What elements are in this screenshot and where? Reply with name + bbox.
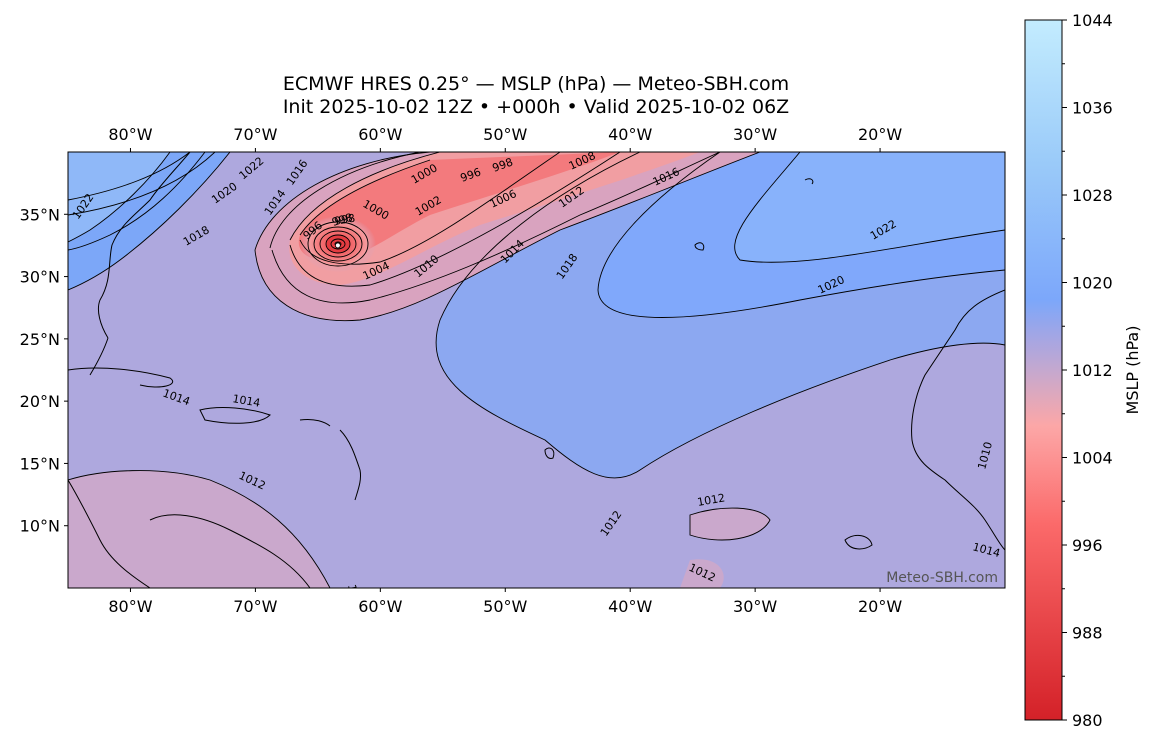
lon-tick-label-bottom: 70°W (233, 597, 277, 616)
lon-tick-label-bottom: 60°W (358, 597, 402, 616)
lon-tick-label-top: 20°W (858, 125, 902, 144)
lat-tick-label: 35°N (20, 205, 60, 224)
contour-label: 998 (330, 211, 354, 229)
lon-tick-label-bottom: 30°W (733, 597, 777, 616)
colorbar-tick-label: 996 (1072, 536, 1103, 555)
low-center-marker (334, 242, 341, 249)
contour-label: 1012 (696, 491, 726, 509)
colorbar-tick-label: 1036 (1072, 99, 1113, 118)
coastlines (68, 152, 1005, 588)
lat-tick-label: 10°N (20, 517, 60, 536)
watermark: Meteo-SBH.com (886, 570, 998, 586)
colorbar: 1044 1036 1028 1020 1012 1004 996 988 980 MSLP (… (1024, 11, 1142, 730)
lon-tick-label-top: 50°W (483, 125, 527, 144)
lat-tick-label: 15°N (20, 454, 60, 473)
lon-tick-label-top: 30°W (733, 125, 777, 144)
pressure-field: 1000 998 996 998 1008 1016 1014 1016 102… (68, 152, 1005, 613)
lon-tick-label-bottom: 50°W (483, 597, 527, 616)
contour-label: 1014 (231, 392, 261, 410)
colorbar-label: MSLP (hPa) (1123, 326, 1142, 415)
lat-tick-label: 20°N (20, 392, 60, 411)
lon-tick-label-bottom: 20°W (858, 597, 902, 616)
lon-tick-label-top: 40°W (608, 125, 652, 144)
colorbar-tick-label: 1012 (1072, 361, 1113, 380)
colorbar-gradient (1024, 19, 1063, 721)
map-title: ECMWF HRES 0.25° — MSLP (hPa) — Meteo-SB… (282, 73, 790, 95)
contour-label: 1012 (345, 583, 363, 613)
colorbar-tick-label: 980 (1072, 711, 1103, 730)
lon-tick-label-top: 70°W (233, 125, 277, 144)
map-frame (67, 151, 1006, 589)
lon-tick-label-bottom: 80°W (108, 597, 152, 616)
isobars (68, 152, 1005, 588)
lon-tick-label-bottom: 40°W (608, 597, 652, 616)
colorbar-tick-label: 1028 (1072, 186, 1113, 205)
colorbar-tick-label: 1020 (1072, 274, 1113, 293)
map-axes: 80°W 80°W 70°W 70°W 60°W 60°W 50°W 50°W 40°W 40°W… (20, 125, 903, 616)
lon-tick-label-top: 80°W (108, 125, 152, 144)
colorbar-tick-label: 988 (1072, 624, 1103, 643)
lon-tick-label-top: 60°W (358, 125, 402, 144)
lat-tick-label: 25°N (20, 330, 60, 349)
colorbar-tick-label: 1044 (1072, 11, 1113, 30)
contour-label: 998 (333, 212, 356, 228)
colorbar-tick-label: 1004 (1072, 449, 1113, 468)
lat-tick-label: 30°N (20, 268, 60, 287)
map-subtitle: Init 2025-10-02 12Z • +000h • Valid 2025… (282, 96, 790, 118)
